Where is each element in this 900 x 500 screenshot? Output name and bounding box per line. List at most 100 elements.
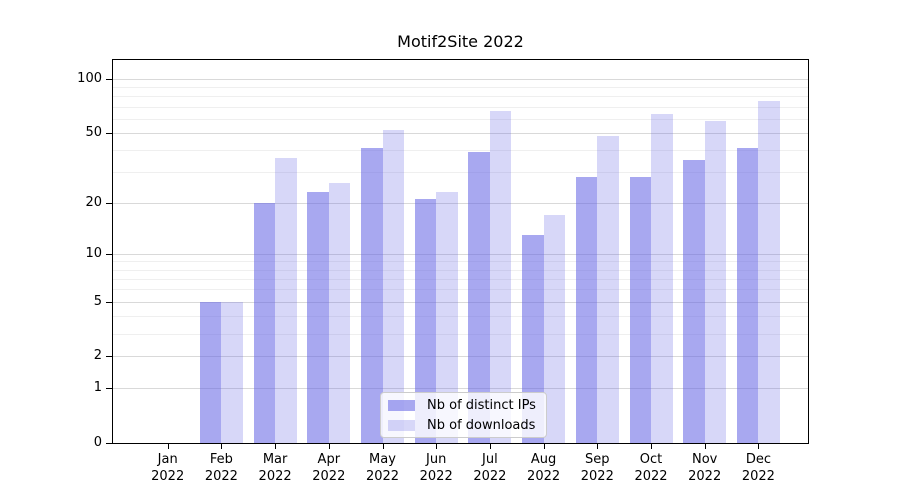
legend: Nb of distinct IPs Nb of downloads [380,392,547,438]
legend-item-downloads: Nb of downloads [388,418,546,433]
major-gridline [113,388,808,390]
month-label: Mar [262,452,288,467]
x-axis-tick-label: Feb 2022 [185,451,257,485]
major-gridline [113,356,808,358]
y-axis-tick [106,132,112,134]
legend-label-downloads: Nb of downloads [427,417,536,433]
x-axis-tick [275,444,277,449]
major-gridline [113,78,808,80]
bar-nb-of-distinct-ips-jun [414,199,437,443]
x-axis-tick [221,444,223,449]
plot-area [112,59,809,444]
minor-gridline [113,118,808,120]
x-axis-tick [543,444,545,449]
bar-nb-of-downloads-jul [489,111,512,443]
x-axis-tick-label: Mar 2022 [239,451,311,485]
bar-nb-of-downloads-mar [275,158,297,443]
x-axis-tick-label: Nov 2022 [669,451,741,485]
bar-nb-of-distinct-ips-aug [522,234,544,443]
x-axis-tick-label: Dec 2022 [722,451,794,485]
bar-nb-of-downloads-nov [704,121,727,443]
month-label: Jan [157,452,178,467]
minor-gridline [113,269,808,271]
year-label: 2022 [312,469,346,484]
year-label: 2022 [688,469,722,484]
major-gridline [113,301,808,303]
y-axis-tick [106,202,112,204]
bar-nb-of-distinct-ips-may [361,148,383,443]
bar-nb-of-downloads-apr [328,182,351,443]
year-label: 2022 [580,469,614,484]
x-axis-tick-label: Jan 2022 [132,451,204,485]
x-axis-tick-label: Sep 2022 [561,451,633,485]
y-axis-tick-label: 50 [85,124,102,140]
month-label: Jun [426,452,447,467]
month-label: Feb [209,452,233,467]
bar-nb-of-downloads-feb [221,301,243,443]
y-axis-tick-label: 0 [93,435,102,450]
year-label: 2022 [741,469,775,484]
bar-nb-of-distinct-ips-sep [575,177,598,443]
y-axis-tick-label: 5 [93,293,102,309]
minor-gridline [113,316,808,317]
y-axis-tick [106,78,112,80]
bar-nb-of-distinct-ips-dec [736,148,759,443]
x-axis-tick [328,444,330,449]
y-axis-tick [106,356,112,358]
month-label: Jul [482,452,498,467]
month-label: May [369,452,396,467]
bar-nb-of-distinct-ips-mar [253,202,276,443]
bar-nb-of-distinct-ips-nov [683,160,705,443]
minor-gridline [113,86,808,88]
month-label: Oct [639,452,663,467]
x-axis-tick-label: Aug 2022 [508,451,580,485]
month-label: Aug [530,452,557,467]
year-label: 2022 [634,469,668,484]
month-label: Dec [745,452,771,467]
x-axis-tick-label: Oct 2022 [615,451,687,485]
year-label: 2022 [365,469,400,484]
major-gridline [113,202,808,204]
year-label: 2022 [151,469,185,484]
x-axis-tick-label: May 2022 [347,451,419,485]
x-axis-tick-label: Jun 2022 [400,451,472,485]
x-axis-tick [704,444,706,449]
minor-gridline [113,171,808,173]
major-gridline [113,132,808,134]
chart-title: Motif2Site 2022 [397,32,524,51]
y-axis-tick-label: 1 [93,380,102,396]
month-label: Nov [692,452,718,467]
x-axis-tick [489,444,491,449]
legend-item-distinct-ips: Nb of distinct IPs [388,398,546,413]
year-label: 2022 [527,469,561,484]
bar-nb-of-downloads-aug [543,214,566,443]
x-axis-tick [436,444,438,449]
minor-gridline [113,333,808,335]
y-axis-tick-label: 20 [85,194,102,210]
y-axis-tick-label: 100 [77,70,102,86]
bar-nb-of-distinct-ips-apr [307,192,329,443]
x-axis-tick [758,444,760,449]
bar-nb-of-downloads-may [382,129,404,443]
major-gridline [113,253,808,255]
bar-nb-of-downloads-oct [651,113,673,443]
month-label: Sep [585,452,610,467]
minor-gridline [113,106,808,108]
legend-swatch-distinct-ips-icon [388,399,415,411]
x-axis-tick-label: Apr 2022 [293,451,365,485]
year-label: 2022 [473,469,507,484]
minor-gridline [113,289,808,291]
bar-nb-of-downloads-jun [436,192,458,443]
y-axis-tick-label: 2 [93,348,102,364]
y-axis-tick [106,301,112,303]
legend-label-distinct-ips: Nb of distinct IPs [427,397,536,413]
minor-gridline [113,149,808,151]
bar-nb-of-distinct-ips-oct [629,177,651,443]
x-axis-tick-label: Jul 2022 [454,451,526,485]
bar-nb-of-downloads-dec [758,101,780,443]
plot-canvas [113,60,808,443]
y-axis-tick-label: 10 [85,245,102,261]
bar-nb-of-downloads-sep [597,135,619,443]
x-axis-tick [597,444,599,449]
